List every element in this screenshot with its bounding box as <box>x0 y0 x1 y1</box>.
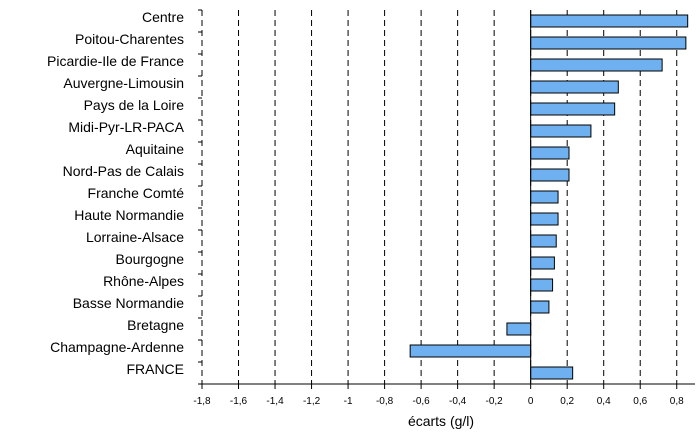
bar <box>530 300 550 314</box>
bar <box>530 146 570 160</box>
category-label: Rhône-Alpes <box>103 273 184 289</box>
bar <box>530 234 557 248</box>
bar <box>409 344 532 358</box>
category-label: Midi-Pyr-LR-PACA <box>68 119 184 135</box>
bar <box>530 58 663 72</box>
bar <box>530 212 559 226</box>
category-label: Centre <box>142 9 184 25</box>
bar <box>530 36 687 50</box>
x-tick-label: -1,4 <box>266 396 284 407</box>
category-label: Franche Comté <box>88 185 185 201</box>
category-label: Bretagne <box>127 317 184 333</box>
axes <box>198 9 695 389</box>
x-tick-label: -1 <box>344 396 353 407</box>
x-tick-label: 0,8 <box>670 396 684 407</box>
bar <box>506 322 532 336</box>
category-label: Picardie-Ile de France <box>47 53 184 69</box>
bar <box>530 278 554 292</box>
x-tick-label: -1,8 <box>193 396 211 407</box>
bars <box>409 14 689 380</box>
x-tick-label: -0,2 <box>486 396 504 407</box>
x-tick-label: -1,2 <box>303 396 321 407</box>
x-tick-label: -0,4 <box>449 396 467 407</box>
bar <box>530 256 555 270</box>
category-label: Basse Normandie <box>73 295 184 311</box>
x-axis-title: écarts (g/l) <box>408 413 474 429</box>
x-tick-label: 0,2 <box>560 396 574 407</box>
category-label: Champagne-Ardenne <box>50 339 184 355</box>
bar <box>530 366 574 380</box>
category-label: Auvergne-Limousin <box>63 75 184 91</box>
x-tick-label: -0,8 <box>376 396 394 407</box>
x-tick-label: -0,6 <box>412 396 430 407</box>
bar <box>530 14 689 28</box>
category-label: Nord-Pas de Calais <box>63 163 184 179</box>
bar <box>530 102 616 116</box>
bar <box>530 168 570 182</box>
category-label: Lorraine-Alsace <box>86 229 184 245</box>
category-label: Haute Normandie <box>74 207 184 223</box>
x-tick-label: 0 <box>528 396 534 407</box>
x-tick-label: 0,6 <box>633 396 647 407</box>
category-label: FRANCE <box>126 361 184 377</box>
category-label: Bourgogne <box>115 251 184 267</box>
x-tick-labels: -1,8 -1,6 -1,4 -1,2 -1 -0,8 -0,6 -0,4 -0,2 0 0,2 0,… <box>193 396 684 407</box>
bar <box>530 124 592 138</box>
category-label: Poitou-Charentes <box>75 31 184 47</box>
category-labels: Centre Poitou-Charentes Picardie-Ile de Fr… <box>47 9 185 377</box>
x-tick-label: 0,4 <box>597 396 611 407</box>
x-tick-label: -1,6 <box>230 396 248 407</box>
bar <box>530 80 619 94</box>
bar <box>530 190 559 204</box>
category-label: Aquitaine <box>126 141 185 157</box>
category-label: Pays de la Loire <box>84 97 185 113</box>
